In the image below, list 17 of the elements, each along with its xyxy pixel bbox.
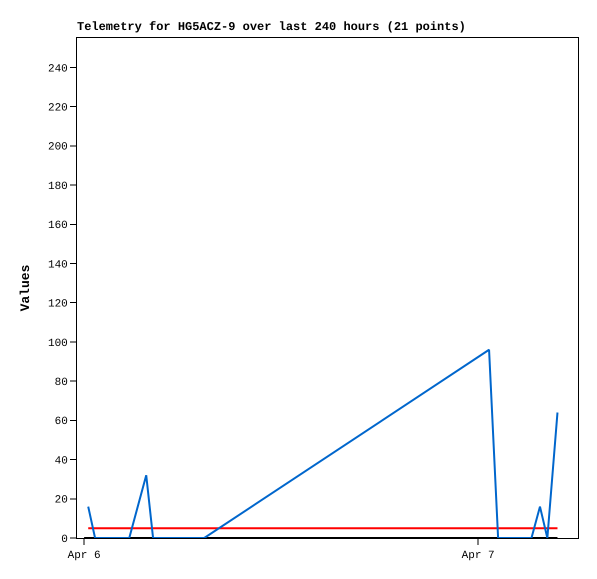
y-tick-label: 180 — [48, 180, 68, 193]
y-tick-label: 80 — [54, 376, 68, 389]
y-tick-label: 160 — [48, 220, 68, 232]
y-tick-label: 140 — [48, 259, 68, 272]
x-tick-label: Apr 7 — [462, 550, 495, 562]
y-tick-label: 240 — [48, 63, 68, 76]
chart-title: Telemetry for HG5ACZ-9 over last 240 hours (21 points) — [77, 20, 466, 34]
y-tick-label: 120 — [48, 298, 68, 311]
y-tick-label: 20 — [54, 494, 68, 507]
y-tick-label: 0 — [61, 534, 68, 546]
y-tick-label: 100 — [48, 338, 68, 350]
y-axis-title: Values — [18, 264, 33, 312]
y-tick-label: 200 — [48, 142, 68, 154]
y-tick-label: 220 — [48, 102, 68, 114]
y-tick-label: 60 — [54, 416, 68, 428]
y-tick-label: 40 — [54, 455, 68, 468]
x-tick-label: Apr 6 — [68, 550, 101, 562]
